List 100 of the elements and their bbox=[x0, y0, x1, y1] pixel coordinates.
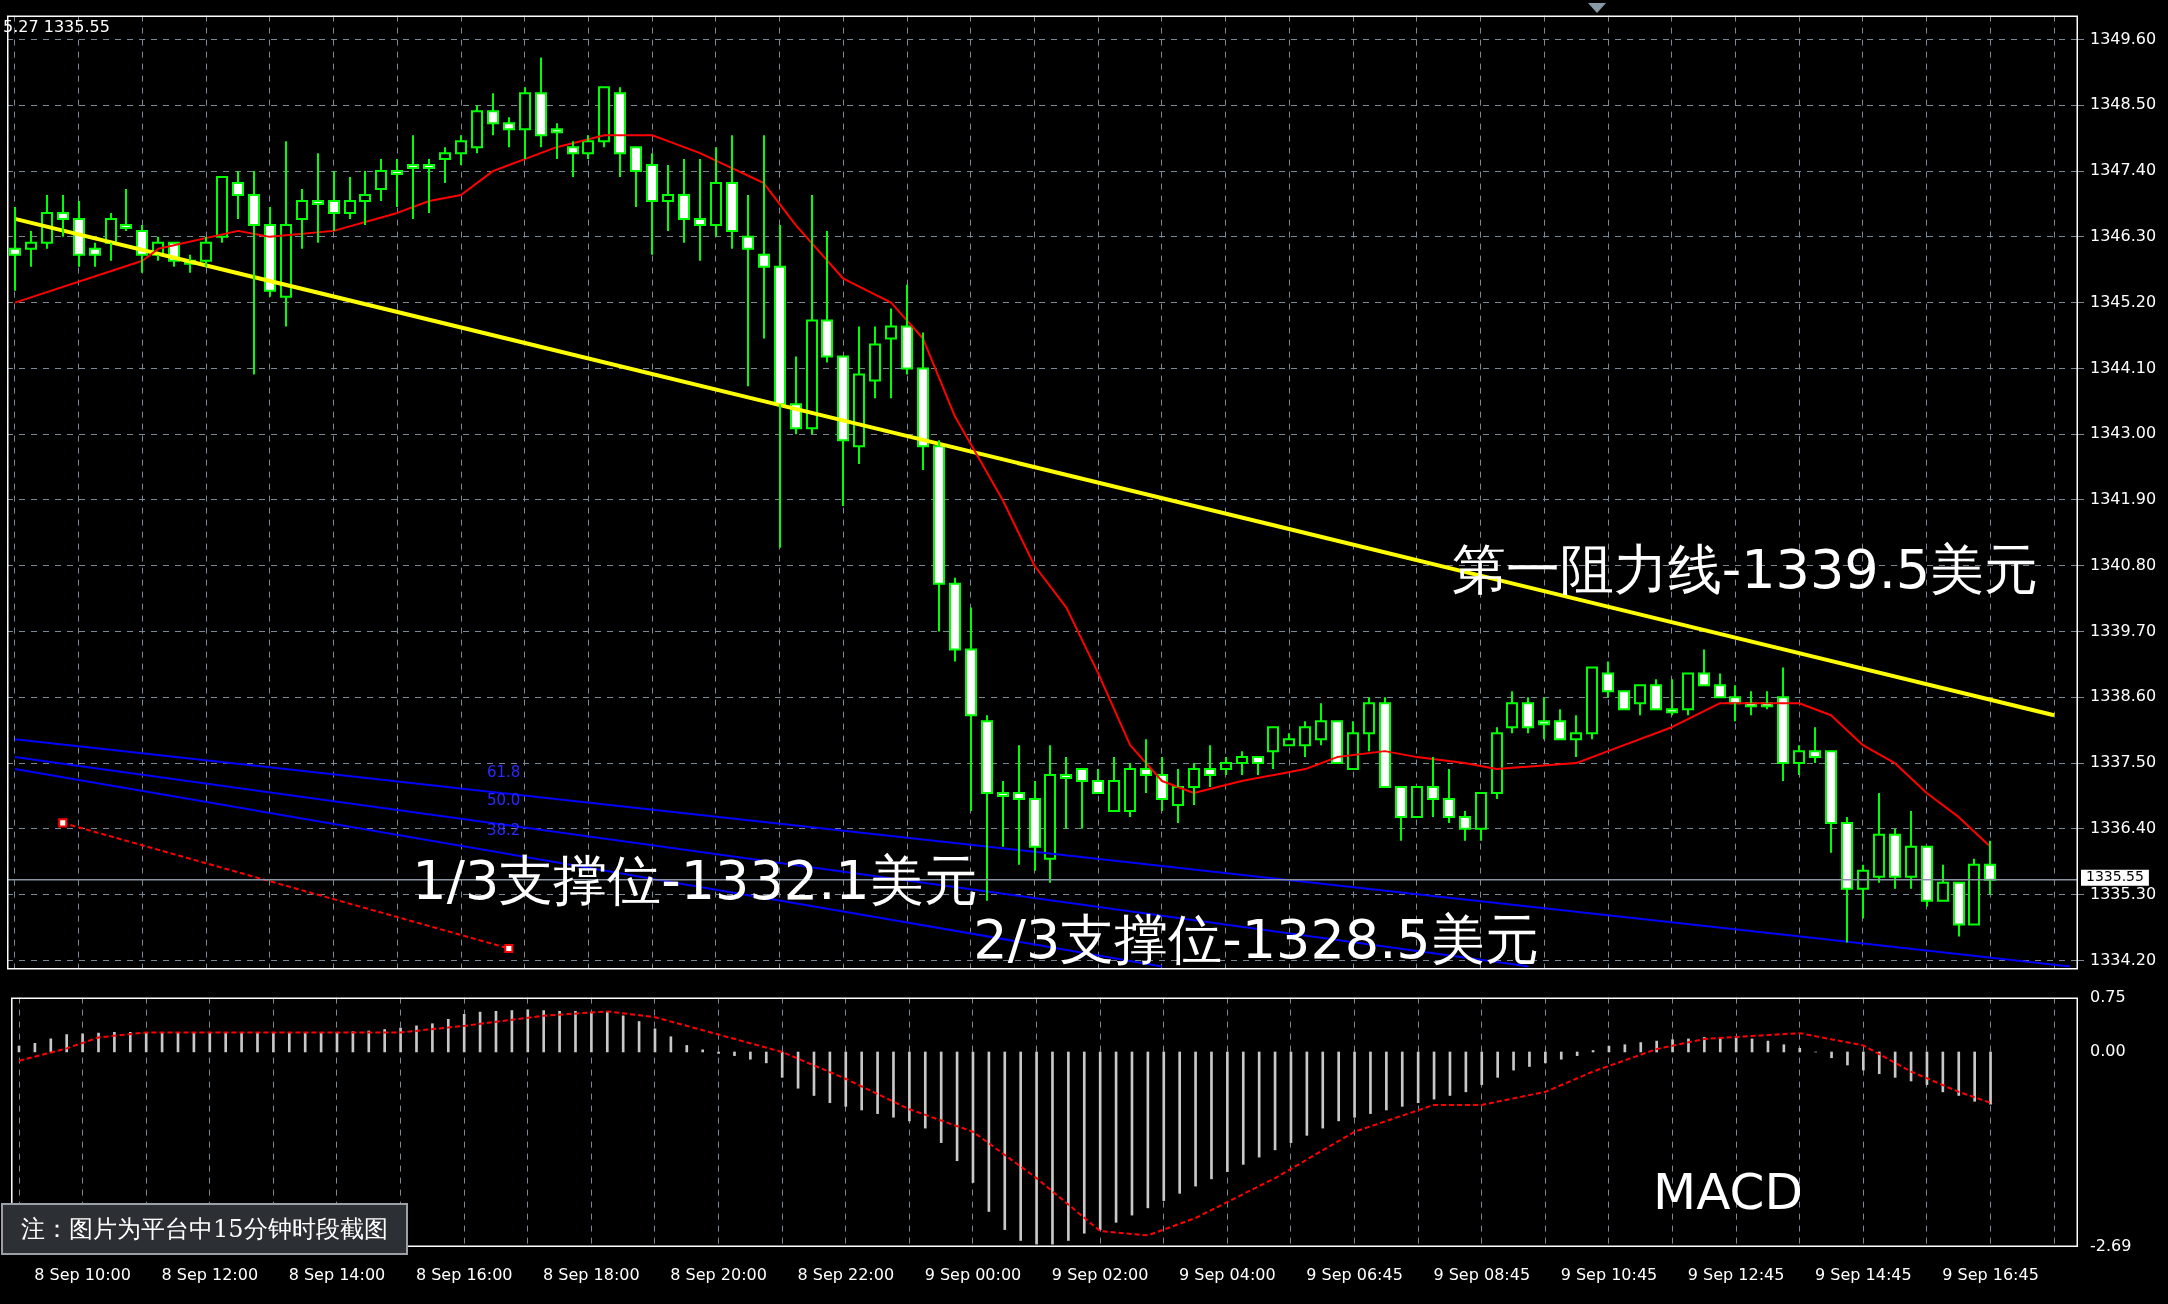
bar bbox=[1400, 1051, 1404, 1107]
bar bbox=[224, 1032, 228, 1053]
bar bbox=[1528, 1051, 1531, 1067]
x-tick-label: 9 Sep 12:45 bbox=[1687, 1264, 1785, 1284]
x-tick-label: 8 Sep 18:00 bbox=[543, 1264, 640, 1284]
y-tick-label: 1338.60 bbox=[2090, 686, 2157, 706]
bar bbox=[1957, 1051, 1961, 1096]
bar bbox=[1877, 1051, 1881, 1075]
bar bbox=[240, 1032, 243, 1053]
annotation: 注：图片为平台中15分钟时段截图 bbox=[1, 1203, 408, 1255]
y-tick-label: 0.75 bbox=[2090, 986, 2126, 1006]
bar bbox=[605, 1011, 609, 1053]
bar bbox=[701, 1049, 705, 1053]
bar bbox=[1830, 1051, 1833, 1059]
x-tick-label: 8 Sep 10:00 bbox=[34, 1264, 131, 1284]
bar bbox=[1337, 1051, 1340, 1122]
bar bbox=[876, 1051, 879, 1114]
bar bbox=[113, 1032, 116, 1053]
y-tick-label: 1346.30 bbox=[2090, 226, 2157, 246]
x-tick-label: 8 Sep 20:00 bbox=[670, 1264, 767, 1284]
bar bbox=[1639, 1042, 1643, 1053]
y-tick-label: 1343.00 bbox=[2090, 423, 2157, 443]
bar bbox=[303, 1032, 307, 1053]
bar bbox=[1862, 1051, 1865, 1071]
bar bbox=[558, 1011, 561, 1053]
x-tick-label: 9 Sep 02:00 bbox=[1051, 1264, 1149, 1284]
bar bbox=[1973, 1051, 1976, 1102]
bar bbox=[1559, 1051, 1563, 1060]
bar bbox=[462, 1013, 466, 1053]
y-tick-label: 1344.10 bbox=[2090, 357, 2157, 377]
bar bbox=[542, 1010, 546, 1053]
bar bbox=[144, 1032, 148, 1053]
bar bbox=[287, 1032, 291, 1053]
bar bbox=[860, 1051, 864, 1111]
bar bbox=[574, 1011, 577, 1053]
x-tick-label: 9 Sep 16:45 bbox=[1942, 1264, 2039, 1284]
bar bbox=[399, 1027, 402, 1053]
bar bbox=[1162, 1051, 1166, 1201]
x-tick-label: 9 Sep 14:45 bbox=[1815, 1264, 1912, 1284]
bar bbox=[1098, 1051, 1102, 1230]
bar bbox=[1067, 1051, 1070, 1241]
bar bbox=[1241, 1051, 1245, 1165]
bar bbox=[939, 1051, 943, 1143]
bar bbox=[1082, 1051, 1086, 1234]
y-tick-label: 1340.80 bbox=[2090, 554, 2157, 574]
x-tick-label: 8 Sep 12:00 bbox=[161, 1264, 259, 1284]
x-tick-label: 9 Sep 06:45 bbox=[1306, 1264, 1403, 1284]
x-tick-label: 9 Sep 08:45 bbox=[1433, 1264, 1531, 1284]
bar bbox=[272, 1032, 275, 1053]
bar bbox=[1226, 1051, 1229, 1172]
ref-line-label: 1335.55 bbox=[2086, 868, 2144, 885]
x-tick-label: 8 Sep 14:00 bbox=[288, 1264, 386, 1284]
bar bbox=[526, 1009, 530, 1053]
bar bbox=[1480, 1051, 1484, 1085]
bar bbox=[1178, 1051, 1181, 1194]
bar bbox=[780, 1051, 784, 1078]
x-tick-label: 9 Sep 04:00 bbox=[1179, 1264, 1276, 1284]
bar bbox=[590, 1011, 593, 1053]
bar bbox=[1496, 1051, 1499, 1078]
bar bbox=[1385, 1051, 1388, 1111]
y-tick-label: 1345.20 bbox=[2090, 291, 2157, 311]
bar bbox=[1846, 1051, 1849, 1066]
bar bbox=[1257, 1051, 1261, 1158]
bar bbox=[1019, 1051, 1023, 1241]
bar bbox=[923, 1051, 927, 1129]
y-tick-label: 1348.50 bbox=[2090, 94, 2157, 114]
bar bbox=[1544, 1051, 1547, 1064]
bar bbox=[367, 1030, 371, 1053]
bar bbox=[383, 1029, 387, 1053]
bar bbox=[764, 1051, 768, 1064]
y-tick-label: 1335.30 bbox=[2090, 883, 2157, 903]
y-tick-label: 1336.40 bbox=[2090, 818, 2157, 838]
y-tick-label: 1334.20 bbox=[2090, 949, 2157, 969]
y-tick-label: 1347.40 bbox=[2090, 160, 2157, 180]
bar bbox=[128, 1032, 132, 1053]
annotation: 50.0 bbox=[487, 791, 521, 809]
y-tick-label: 1341.90 bbox=[2090, 489, 2157, 509]
bar bbox=[49, 1038, 53, 1053]
bar bbox=[892, 1051, 895, 1118]
y-tick-label: 1349.60 bbox=[2090, 28, 2157, 48]
bar bbox=[908, 1051, 911, 1122]
bar bbox=[256, 1032, 259, 1053]
x-tick-label: 8 Sep 22:00 bbox=[797, 1264, 895, 1284]
y-tick-label: 1337.50 bbox=[2090, 752, 2157, 772]
bar bbox=[1353, 1051, 1356, 1118]
bar bbox=[733, 1051, 736, 1056]
bar bbox=[1369, 1051, 1372, 1114]
bar bbox=[717, 1051, 720, 1054]
x-tick-label: 9 Sep 00:00 bbox=[924, 1264, 1022, 1284]
bar bbox=[1035, 1051, 1038, 1245]
bar bbox=[1798, 1048, 1802, 1053]
x-tick-label: 9 Sep 10:45 bbox=[1560, 1264, 1658, 1284]
y-tick-label: -2.69 bbox=[2090, 1236, 2132, 1256]
bar bbox=[749, 1051, 752, 1060]
bar bbox=[1194, 1051, 1197, 1187]
bar bbox=[685, 1045, 689, 1053]
bar bbox=[446, 1019, 450, 1053]
annotation: MACD bbox=[1653, 1163, 1803, 1221]
x-tick-label: 8 Sep 16:00 bbox=[415, 1264, 513, 1284]
bar bbox=[1512, 1051, 1515, 1071]
